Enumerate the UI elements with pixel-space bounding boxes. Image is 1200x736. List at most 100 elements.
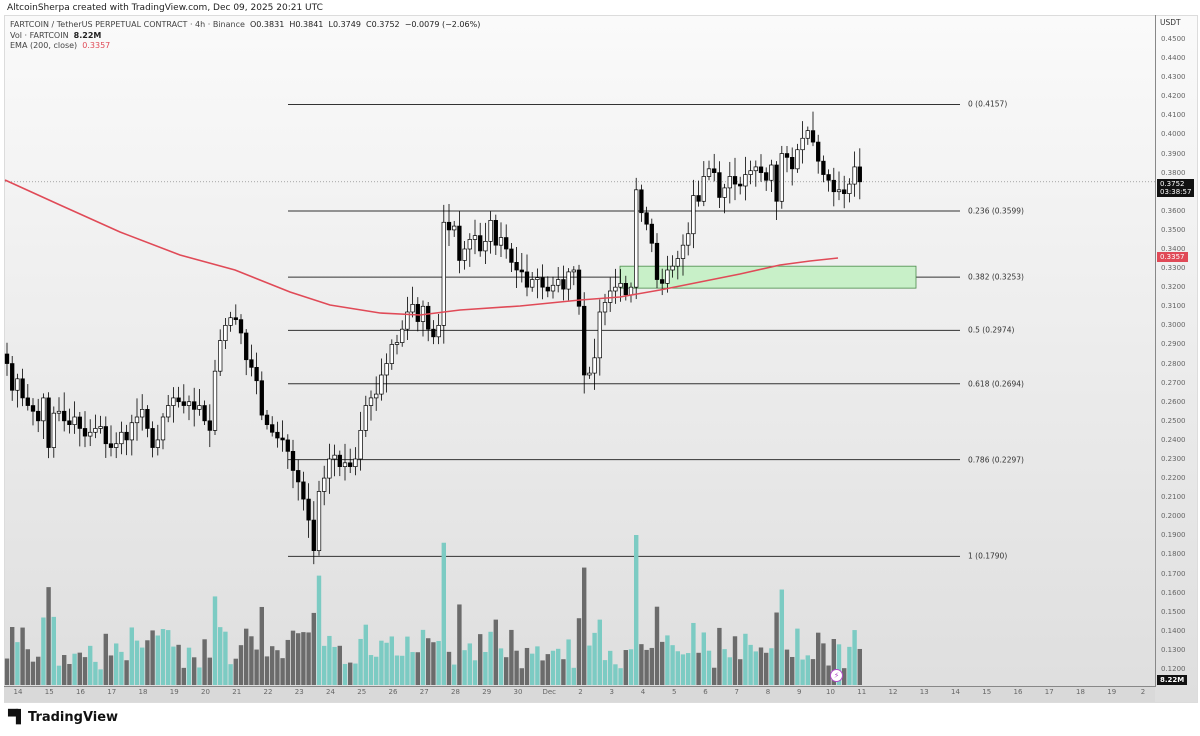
volume-legend[interactable]: Vol · FARTCOIN 8.22M (10, 30, 102, 40)
volume-bar (249, 636, 254, 685)
time-tick: 3 (609, 688, 614, 696)
demand-zone[interactable] (619, 265, 917, 289)
candle (608, 290, 613, 303)
volume-bar (56, 665, 62, 685)
candle (358, 430, 363, 460)
candle (4, 353, 10, 364)
volume-bar (582, 567, 587, 685)
candle (368, 397, 374, 406)
time-tick: 25 (357, 688, 367, 696)
candle (197, 405, 202, 410)
volume-bar (431, 642, 436, 685)
candle (738, 183, 743, 187)
volume-bar (420, 629, 426, 685)
candle (805, 130, 810, 139)
time-tick: 6 (703, 688, 708, 696)
price-tick: 0.3800 (1161, 168, 1186, 177)
candle (732, 176, 738, 185)
volume-bar (62, 655, 67, 685)
volume-bar (784, 649, 790, 685)
candle (509, 248, 514, 263)
candle (400, 328, 405, 343)
time-tick: 5 (672, 688, 677, 696)
volume-bar (618, 668, 623, 685)
time-axis[interactable] (4, 686, 1155, 702)
volume-bar (384, 642, 389, 685)
volume-bar (821, 643, 826, 685)
volume-bar (171, 646, 176, 685)
volume-bar (842, 668, 847, 685)
candle (821, 160, 826, 175)
candle (550, 284, 556, 292)
volume-bar (119, 651, 124, 685)
volume-bar (467, 643, 472, 685)
volume-bar (103, 633, 108, 685)
candle (249, 359, 254, 368)
candle (847, 183, 852, 194)
symbol-name[interactable]: FARTCOIN / TetherUS PERPETUAL CONTRACT ·… (10, 20, 245, 29)
candle (129, 422, 134, 441)
candle (415, 304, 420, 322)
price-tick: 0.4400 (1161, 54, 1186, 63)
candle (618, 283, 623, 288)
ohlc-close: C0.3752 (366, 20, 400, 29)
fib-level-label: 0.618 (0.2694) (968, 379, 1024, 389)
price-tick: 0.3300 (1161, 264, 1186, 273)
candle (488, 220, 493, 242)
price-tick: 0.1300 (1161, 645, 1186, 654)
candle (374, 393, 379, 399)
candle (228, 317, 233, 326)
price-tick: 0.1600 (1161, 588, 1186, 597)
volume-bar (597, 619, 602, 685)
volume-bar (826, 665, 831, 685)
price-tick: 0.4500 (1161, 35, 1186, 43)
candle (290, 451, 296, 471)
fib-level-label: 0.786 (0.2297) (968, 455, 1024, 465)
ema-legend[interactable]: EMA (200, close) 0.3357 (10, 41, 111, 50)
candle (556, 279, 561, 286)
volume-bar (519, 668, 524, 685)
candle (665, 269, 670, 284)
chart-legend: FARTCOIN / TetherUS PERPETUAL CONTRACT ·… (10, 20, 480, 52)
volume-bar (774, 612, 779, 685)
chart-pane[interactable] (4, 15, 1198, 703)
volume-bar (712, 667, 717, 685)
volume-bar (166, 630, 171, 685)
volume-bar (675, 651, 680, 685)
volume-bar (613, 664, 618, 685)
volume-bar (660, 641, 665, 685)
volume-bar (727, 657, 732, 685)
volume-bar (623, 650, 628, 685)
volume-bar (566, 639, 571, 685)
candle (103, 426, 108, 445)
volume-bar (602, 660, 608, 685)
price-tick: 0.1400 (1161, 626, 1186, 635)
price-axis[interactable] (1155, 15, 1198, 687)
volume-bar (93, 661, 98, 685)
volume-bar (358, 638, 363, 685)
candle (150, 428, 155, 448)
volume-bar (764, 652, 769, 685)
volume-bar (634, 535, 639, 685)
volume-bar (670, 645, 675, 685)
volume-bar (800, 659, 805, 685)
candle (779, 153, 784, 202)
candle (504, 237, 509, 250)
price-tick: 0.2600 (1161, 397, 1186, 406)
volume-bar (446, 651, 452, 685)
candle (784, 153, 790, 158)
volume-bar (748, 644, 753, 685)
candle (155, 439, 160, 448)
ohlc-change: −0.0079 (−2.06%) (404, 20, 481, 29)
volume-bar (311, 612, 316, 685)
volume-bar (51, 616, 56, 685)
volume-bar (790, 656, 795, 685)
lightning-icon[interactable]: ⚡ (830, 669, 843, 682)
ohlc-high: H0.3841 (289, 20, 324, 29)
volume-bar (639, 644, 644, 685)
candle (530, 279, 535, 288)
volume-bar (72, 653, 77, 685)
volume-bar (124, 660, 129, 685)
volume-bar (316, 575, 322, 685)
